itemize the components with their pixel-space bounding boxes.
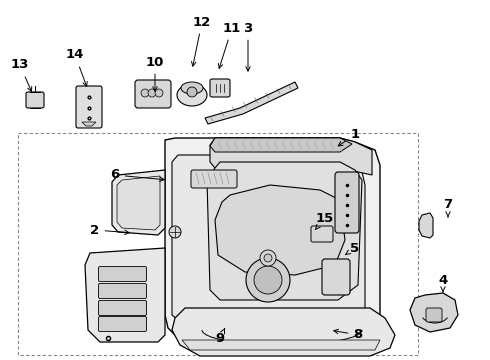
- Text: 13: 13: [11, 58, 32, 91]
- Text: 1: 1: [338, 129, 360, 146]
- Text: 12: 12: [192, 15, 211, 66]
- Polygon shape: [205, 82, 298, 124]
- Polygon shape: [172, 155, 365, 320]
- Text: 5: 5: [345, 242, 360, 255]
- Text: 15: 15: [316, 211, 334, 230]
- FancyBboxPatch shape: [210, 79, 230, 97]
- Text: 14: 14: [66, 49, 87, 86]
- FancyBboxPatch shape: [311, 226, 333, 242]
- Polygon shape: [82, 122, 96, 126]
- Polygon shape: [85, 248, 165, 342]
- Circle shape: [169, 226, 181, 238]
- Circle shape: [187, 87, 197, 97]
- Circle shape: [148, 89, 156, 97]
- Text: 6: 6: [110, 168, 164, 181]
- FancyBboxPatch shape: [76, 86, 102, 128]
- Circle shape: [264, 254, 272, 262]
- FancyBboxPatch shape: [135, 80, 171, 108]
- Polygon shape: [117, 176, 160, 230]
- FancyBboxPatch shape: [335, 172, 359, 233]
- Text: 7: 7: [443, 198, 453, 217]
- Polygon shape: [210, 138, 352, 152]
- Polygon shape: [112, 170, 165, 235]
- Text: 9: 9: [216, 329, 225, 345]
- Text: 8: 8: [334, 328, 363, 342]
- Text: 3: 3: [244, 22, 253, 71]
- FancyBboxPatch shape: [26, 92, 44, 108]
- Polygon shape: [172, 308, 395, 356]
- FancyBboxPatch shape: [426, 308, 442, 322]
- Text: 10: 10: [146, 55, 164, 91]
- Polygon shape: [410, 293, 458, 332]
- FancyBboxPatch shape: [322, 259, 350, 295]
- Ellipse shape: [181, 82, 203, 94]
- Circle shape: [254, 266, 282, 294]
- Polygon shape: [419, 213, 433, 238]
- FancyBboxPatch shape: [98, 316, 147, 332]
- Circle shape: [260, 250, 276, 266]
- Text: 4: 4: [439, 274, 448, 292]
- Circle shape: [141, 89, 149, 97]
- Bar: [18, 133, 418, 355]
- FancyBboxPatch shape: [191, 170, 237, 188]
- Polygon shape: [215, 185, 345, 275]
- Polygon shape: [165, 138, 380, 335]
- FancyBboxPatch shape: [98, 266, 147, 282]
- Polygon shape: [210, 138, 372, 175]
- Text: 11: 11: [219, 22, 241, 68]
- FancyBboxPatch shape: [98, 284, 147, 298]
- Circle shape: [155, 89, 163, 97]
- Polygon shape: [182, 340, 380, 350]
- Circle shape: [246, 258, 290, 302]
- Ellipse shape: [177, 84, 207, 106]
- FancyBboxPatch shape: [98, 301, 147, 315]
- Text: 2: 2: [91, 224, 129, 237]
- Polygon shape: [207, 162, 362, 300]
